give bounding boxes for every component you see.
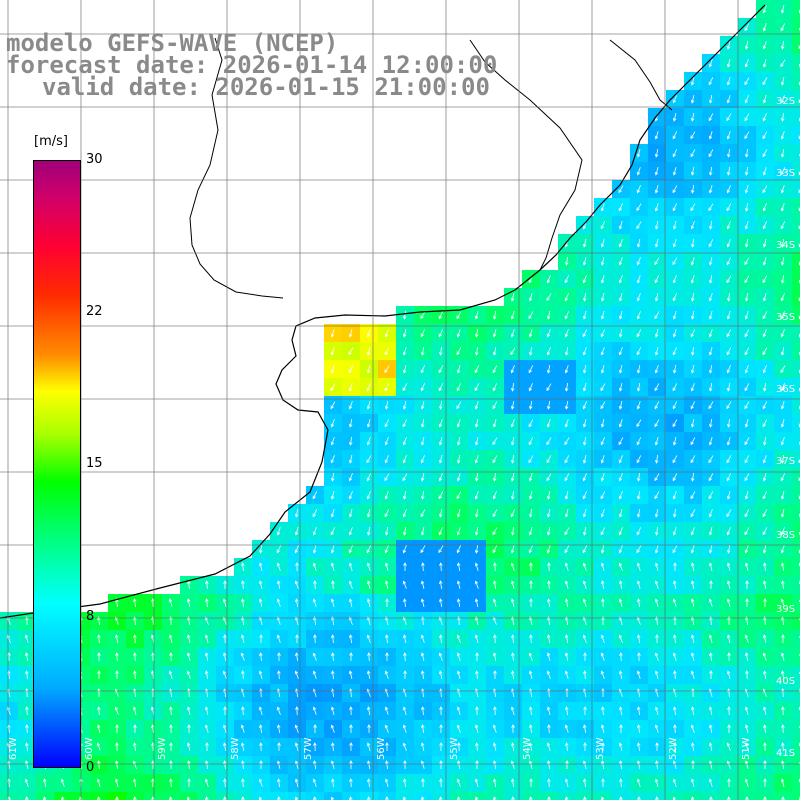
lon-label: 61W	[8, 737, 19, 760]
colorbar-tick-30: 30	[86, 152, 103, 167]
colorbar-tick-0: 0	[86, 760, 95, 775]
lat-label: 36S	[776, 384, 796, 395]
model-title: modelo GEFS-WAVE (NCEP)	[6, 29, 339, 57]
lat-label: 39S	[776, 604, 796, 615]
colorbar-unit: [m/s]	[34, 134, 68, 149]
lon-label: 57W	[303, 737, 314, 760]
lon-label: 56W	[376, 737, 387, 760]
lon-label: 54W	[522, 737, 533, 760]
lat-label: 34S	[776, 240, 796, 251]
lat-label: 35S	[776, 312, 796, 323]
lat-label: 37S	[776, 456, 796, 467]
lon-label: 59W	[157, 737, 168, 760]
lat-label: 40S	[776, 676, 796, 687]
lon-label: 53W	[595, 737, 606, 760]
lat-label: 38S	[776, 530, 796, 541]
river-boundary	[189, 37, 673, 299]
lon-label: 55W	[449, 737, 460, 760]
lat-label: 33S	[776, 168, 796, 179]
lat-label: 32S	[776, 96, 796, 107]
lon-label: 60W	[84, 737, 95, 760]
coastline	[0, 4, 766, 619]
lon-label: 58W	[230, 737, 241, 760]
forecast-date: forecast date: 2026-01-14 12:00:00	[6, 51, 498, 79]
colorbar-tick-15: 15	[86, 456, 103, 471]
colorbar	[33, 160, 81, 768]
lon-label: 51W	[741, 737, 752, 760]
valid-date: valid date: 2026-01-15 21:00:00	[42, 73, 490, 101]
colorbar-tick-8: 8	[86, 609, 95, 624]
lat-label: 41S	[776, 748, 796, 759]
lon-label: 52W	[668, 737, 679, 760]
colorbar-tick-22: 22	[86, 304, 103, 319]
